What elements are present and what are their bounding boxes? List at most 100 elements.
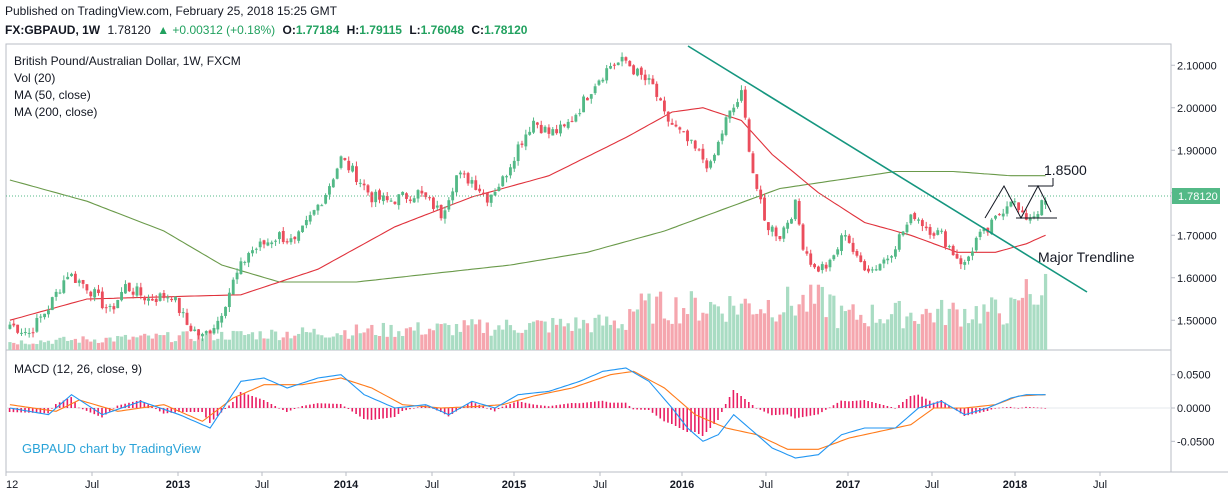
macd-hist-bar [216, 408, 219, 416]
candle-body [974, 237, 978, 251]
volume-bar [1020, 297, 1025, 350]
macd-hist-bar [324, 403, 327, 408]
macd-hist-bar [416, 407, 419, 408]
volume-bar [970, 319, 975, 350]
volume-bar [836, 328, 840, 350]
close-value: 1.78120 [484, 23, 528, 37]
macd-hist-bar [451, 408, 454, 414]
candle-body [1024, 213, 1028, 220]
volume-bar [170, 342, 174, 350]
volume-bar [635, 309, 640, 350]
candle-body [740, 90, 743, 101]
macd-axis[interactable]: 0.0500 0.0000 -0.0500 [1171, 370, 1214, 449]
macd-hist-bar [347, 408, 350, 409]
macd-hist-bar [316, 403, 319, 408]
macd-hist-bar [601, 400, 604, 408]
volume-bar [851, 304, 855, 350]
macd-hist-bar [305, 405, 307, 408]
candle-body [828, 259, 832, 268]
volume-bar [131, 336, 135, 350]
candle-body [127, 282, 131, 292]
volume-bar [443, 323, 447, 350]
volume-bar [123, 334, 128, 350]
macd-hist-bar [1029, 407, 1031, 408]
volume-bar [377, 336, 382, 350]
macd-hist-bar [855, 400, 858, 408]
macd-tick-label: 0.0000 [1177, 403, 1211, 415]
volume-bar [93, 339, 97, 350]
volume-bar [454, 324, 459, 350]
volume-bar [146, 335, 151, 350]
macd-hist-bar [382, 408, 384, 419]
signal-line [9, 370, 1046, 450]
price-pane[interactable] [5, 43, 1172, 351]
candle-body [774, 227, 778, 237]
volume-bar [216, 338, 220, 350]
candle-body [262, 240, 266, 245]
volume-bar [350, 335, 355, 350]
candle-body [870, 269, 874, 271]
candle-body [73, 273, 77, 283]
volume-bar [204, 334, 208, 350]
candle-body [555, 129, 559, 134]
ma200-line [9, 170, 1046, 283]
macd-hist-bar [697, 408, 700, 434]
candle-body [328, 186, 331, 195]
volume-bar [343, 330, 347, 350]
volume-bar [85, 339, 89, 350]
volume-bar [886, 319, 890, 350]
candle-body [208, 330, 212, 334]
candle-body [304, 220, 308, 226]
volume-bar [73, 338, 77, 350]
macd-hist-bar [409, 408, 411, 410]
volume-bar [866, 326, 871, 350]
volume-bar [893, 302, 898, 350]
volume-bar [447, 324, 451, 350]
volume-bar [712, 304, 717, 350]
candle-body [455, 175, 458, 193]
candle-body [131, 291, 135, 295]
volume-bar [262, 338, 266, 350]
time-tick-label: 2015 [502, 479, 526, 491]
volume-bar [331, 336, 335, 350]
macd-hist-bar [255, 397, 257, 408]
candle-body [347, 160, 351, 171]
major-trendline[interactable] [687, 45, 1088, 293]
candle-body [616, 62, 620, 66]
macd-hist-bar [124, 403, 126, 408]
candle-body [227, 292, 231, 308]
macd-hist-bar [112, 408, 115, 409]
volume-bar [327, 337, 332, 350]
candle-body [104, 307, 108, 309]
candle-body [389, 200, 393, 202]
volume-bar [1028, 294, 1032, 350]
candle-body [231, 279, 235, 295]
macd-lines [9, 367, 1046, 459]
candle-body [150, 298, 154, 301]
open-label: O: [282, 23, 296, 37]
macd-hist-bar [528, 403, 531, 408]
candle-body [663, 100, 666, 112]
candle-body [451, 191, 455, 201]
candle-body [840, 235, 843, 251]
volume-bar [936, 308, 940, 350]
macd-hist-bar [420, 406, 423, 408]
volume-bar [597, 314, 601, 350]
candle-body [817, 266, 820, 272]
candle-body [331, 179, 335, 188]
macd-hist-bar [809, 408, 812, 416]
time-axis[interactable]: 12 Jul 2013 Jul 2014 Jul 2015 Jul 2016 Jul 2017 Jul… [5, 472, 1107, 491]
candle-body [85, 284, 89, 291]
candle-body [285, 241, 289, 243]
macd-hist-bar [309, 404, 311, 408]
volume-bar [304, 332, 308, 350]
candle-body [108, 305, 112, 307]
candle-body [959, 258, 963, 265]
macd-hist-bar [259, 398, 261, 408]
time-tick-label: Jul [425, 479, 439, 491]
candle-body [978, 231, 982, 238]
candle-body [23, 332, 27, 334]
candle-body [320, 205, 324, 207]
candle-body [1044, 200, 1047, 205]
